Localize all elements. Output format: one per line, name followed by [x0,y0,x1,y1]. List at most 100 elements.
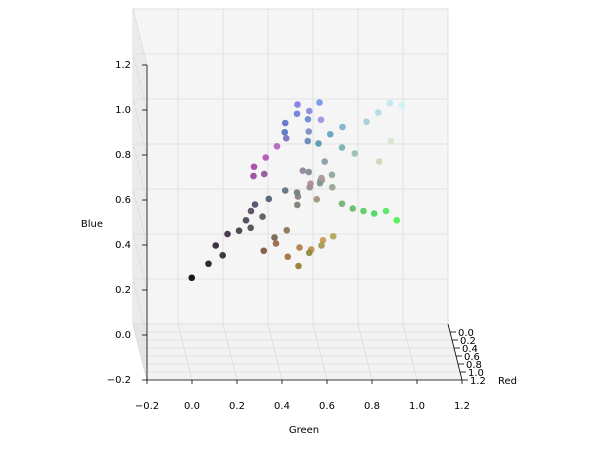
back-pane [132,8,449,325]
grid-line [132,98,148,156]
point [319,236,327,244]
point [250,163,258,171]
y-tick-label: 0.8 [364,401,380,412]
point [284,253,292,261]
point [260,247,268,255]
point [328,183,336,191]
point [339,123,346,131]
point [293,189,301,196]
grid-line [177,323,193,381]
point [316,99,323,106]
point [305,249,313,257]
point [294,201,301,209]
point [304,116,312,123]
point [304,137,312,145]
point [338,144,346,151]
z-tick-label: 0.2 [115,285,131,296]
point [188,274,196,282]
point [321,158,329,165]
y-tick-label: 1.0 [409,401,425,412]
z-tick-label: −0.2 [107,375,131,386]
point [326,130,334,138]
x-tick-label: 1.2 [470,376,486,387]
point [360,207,367,215]
point [250,172,257,180]
point [316,179,324,187]
point [273,142,281,150]
point [265,195,273,203]
point [338,200,346,208]
point [259,213,266,220]
point [293,110,301,118]
point [212,242,220,249]
point [305,128,313,135]
point [305,168,313,176]
grid-line [132,278,148,336]
point [281,128,289,136]
z-axis-label: Blue [81,219,103,230]
point [262,154,270,161]
point [315,140,322,147]
point [374,109,382,116]
points [188,99,406,282]
point [328,171,336,179]
point [242,216,250,224]
grid-line [267,323,283,381]
z-tick-label: 0.8 [115,150,131,161]
point [281,187,289,194]
point [375,158,383,165]
z-tick-label: 0.0 [115,330,131,341]
x-tick-label: 0.6 [464,352,480,363]
z-tick-label: 1.0 [115,105,131,116]
point [351,150,359,157]
axis-line [447,323,463,381]
point [299,167,307,174]
point [386,99,394,107]
grid-line [402,323,418,381]
point [349,205,357,212]
point [272,240,280,247]
point [313,196,321,203]
z-tick-label: 0.4 [115,240,131,251]
y-axis-label: Green [289,425,319,436]
y-tick-label: 1.2 [454,401,470,412]
grid-line [132,323,148,381]
point [382,207,390,215]
point [370,210,378,217]
point [247,207,255,215]
point [283,226,291,234]
point [393,216,401,224]
point [318,242,325,249]
x-tick-label: 0.4 [462,344,478,355]
z-tick-label: 1.2 [115,60,131,71]
y-tick-label: 0.6 [319,401,335,412]
grid-line [132,8,148,66]
point [224,230,231,238]
grid-line [132,53,148,111]
point [398,101,406,109]
point [387,137,395,145]
point [295,262,302,270]
point [247,224,254,232]
point [296,244,303,251]
point [363,118,370,126]
z-tick-label: 0.6 [115,195,131,206]
grid-line [312,323,328,381]
x-tick-label: 0.8 [466,360,482,371]
point [305,107,313,115]
point [307,180,314,187]
ticks: 0.00.20.40.60.81.01.2−0.2 0.0 0.2 0.4 0.6 0.8… [107,60,486,412]
grid-line [222,323,238,381]
x-tick-label: 0.0 [458,328,474,339]
point [329,232,337,240]
grid-line [132,188,148,246]
point [251,201,259,208]
grid-line [132,233,148,291]
y-tick-label: −0.2 [135,401,159,412]
x-tick-label: 1.0 [468,368,484,379]
point [205,260,212,268]
point [219,252,226,259]
x-axis-label: Red [498,376,517,387]
grid-line [357,323,373,381]
